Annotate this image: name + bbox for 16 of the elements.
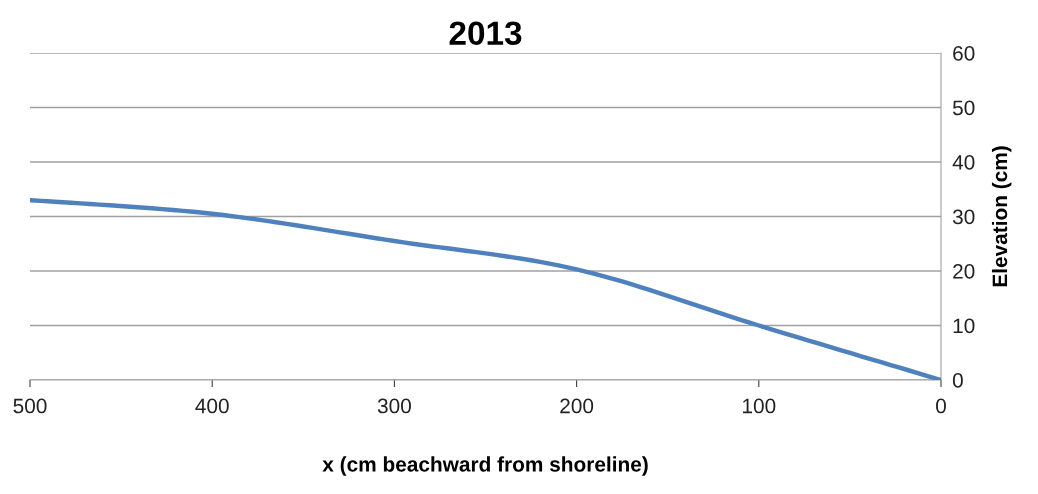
x-tick-label: 200 (560, 398, 594, 414)
y-tick-label: 0 (952, 373, 963, 388)
x-tick-label: 500 (13, 398, 47, 414)
x-axis-title: x (cm beachward from shoreline) (322, 456, 648, 476)
y-tick-label: 20 (953, 264, 975, 279)
x-tick-label: 0 (936, 398, 946, 414)
x-tick-label: 300 (377, 398, 411, 414)
x-tick-label: 400 (195, 398, 229, 414)
y-tick-label: 30 (952, 209, 975, 225)
y-axis-title: Elevation (cm) (991, 146, 1012, 287)
y-tick-label: 10 (953, 318, 975, 334)
y-tick-label: 60 (953, 46, 975, 61)
chart-title: 2013 (449, 21, 522, 46)
y-tick-label: 40 (952, 155, 975, 170)
x-tick-label: 100 (743, 398, 776, 414)
y-tick-label: 50 (952, 100, 975, 116)
